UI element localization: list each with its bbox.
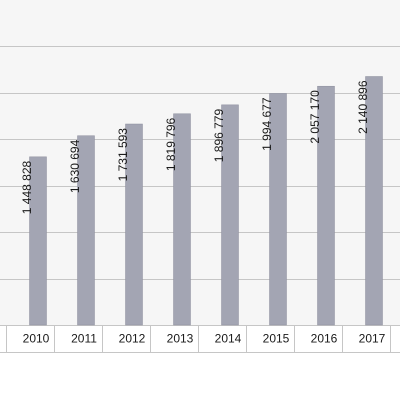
category-axis-band [0, 325, 400, 352]
bar-2017 [365, 76, 383, 326]
bar-2013 [173, 113, 191, 326]
category-label-2012: 2012 [119, 332, 146, 346]
category-label-2014: 2014 [215, 332, 242, 346]
data-label-2010: 1 448 828 [20, 161, 34, 215]
data-label-2011: 1 630 694 [68, 139, 82, 193]
bar-2010 [29, 156, 47, 326]
category-label-2013: 2013 [167, 332, 194, 346]
data-label-2017: 2 140 896 [356, 80, 370, 134]
category-label-2017: 2017 [359, 332, 386, 346]
bar-2015 [269, 93, 287, 326]
category-label-2010: 2010 [23, 332, 50, 346]
data-label-2012: 1 731 593 [116, 128, 130, 182]
bar-2016 [317, 85, 335, 326]
bar-2012 [125, 123, 143, 326]
category-label-2015: 2015 [263, 332, 290, 346]
data-label-2013: 1 819 796 [164, 117, 178, 171]
bar-2014 [221, 104, 239, 326]
bar-2011 [77, 135, 95, 326]
category-label-2011: 2011 [71, 332, 97, 346]
data-label-2014: 1 896 779 [212, 109, 226, 163]
category-label-2016: 2016 [311, 332, 338, 346]
data-label-2016: 2 057 170 [308, 90, 322, 144]
data-label-2015: 1 994 677 [260, 97, 274, 151]
plot-area [0, 0, 400, 325]
